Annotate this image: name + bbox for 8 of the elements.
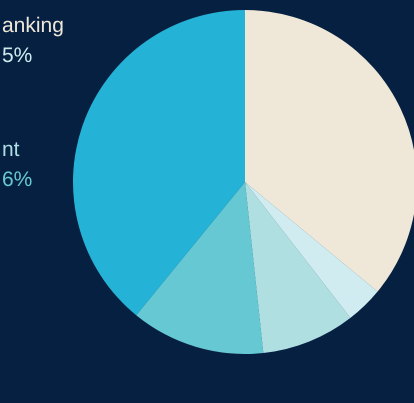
pie-slice	[73, 10, 245, 316]
text: nt	[2, 138, 20, 161]
pie-slice	[245, 182, 378, 318]
pie-slice	[245, 182, 350, 354]
text: anking	[2, 14, 64, 37]
text: 5%	[2, 44, 32, 67]
text: 6%	[2, 168, 32, 191]
pie-slice	[136, 182, 264, 354]
